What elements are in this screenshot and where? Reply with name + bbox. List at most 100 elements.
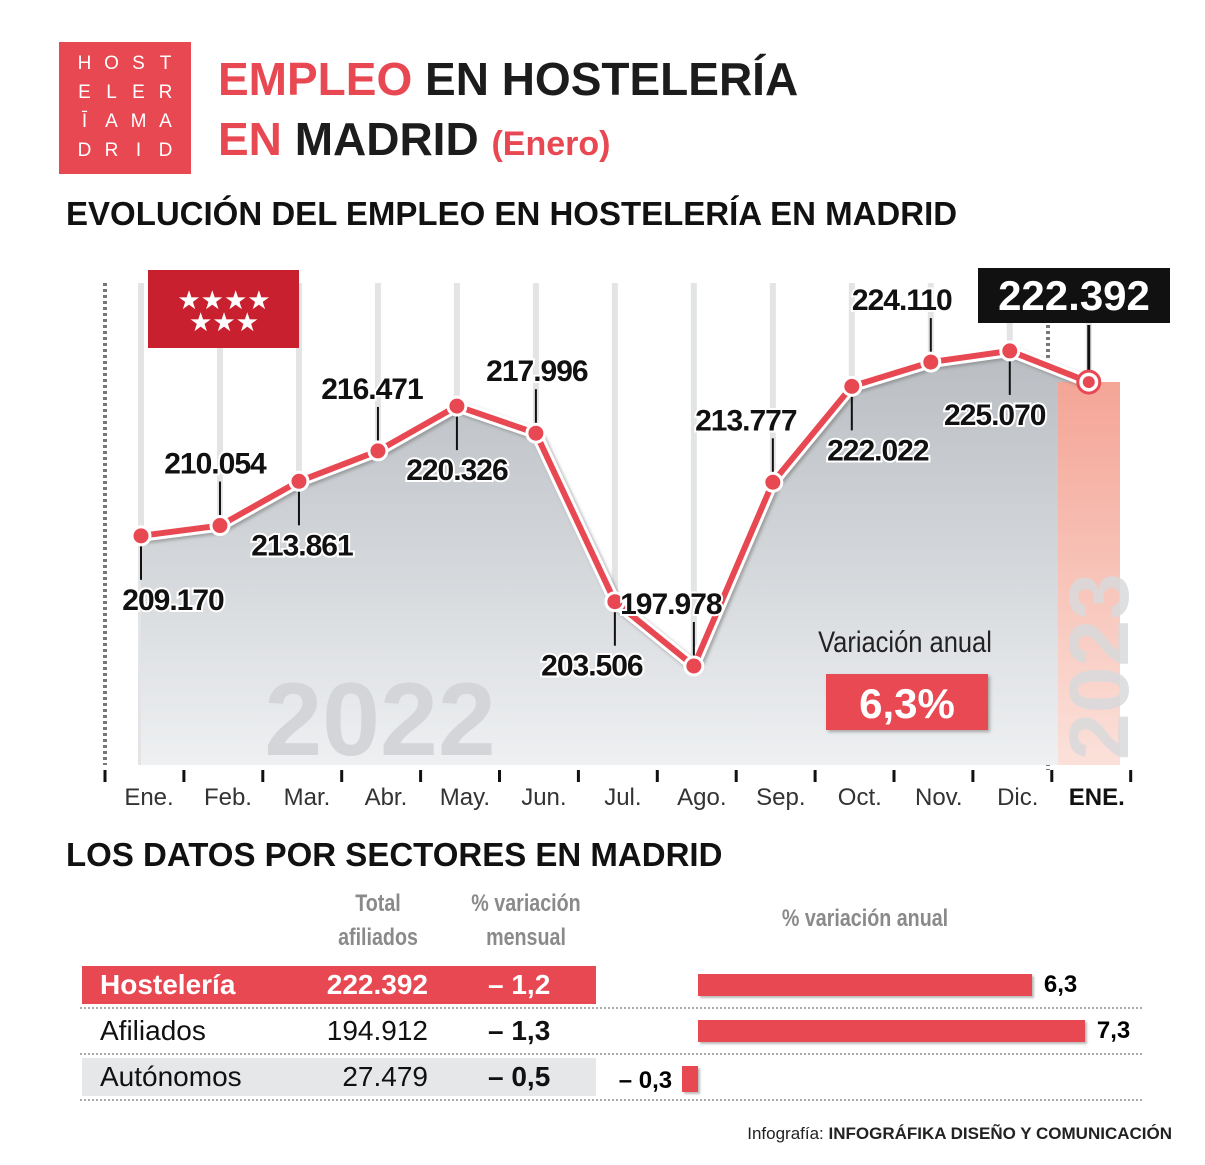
title-sub: (Enero) <box>491 125 611 163</box>
bar-value: – 0,3 <box>618 1067 673 1094</box>
credit-prefix: Infografía: <box>747 1124 824 1143</box>
row-name: Autónomos <box>100 1061 242 1092</box>
row-mensual: – 1,2 <box>488 969 551 1000</box>
annotation-value: 6,3% <box>859 680 955 727</box>
table-row: Hostelería 222.392 – 1,2 <box>82 966 596 1004</box>
title-black: EN HOSTELERÍA <box>425 53 799 105</box>
logo-letter: R <box>104 140 119 161</box>
x-tick-label: Oct. <box>838 784 882 811</box>
svg-text:★★★: ★★★ <box>189 307 259 337</box>
data-label: 213.861 <box>251 529 353 562</box>
x-tick-label: ENE. <box>1069 784 1125 811</box>
data-label: 209.170 <box>122 584 224 617</box>
section-title-evolution: EVOLUCIÓN DEL EMPLEO EN HOSTELERÍA EN MA… <box>66 195 958 232</box>
x-tick-label: Mar. <box>284 784 331 811</box>
col-header-mensual-1: % variación <box>471 890 581 917</box>
col-header-mensual: % variación mensual <box>460 887 591 955</box>
data-label: 220.326 <box>406 454 508 487</box>
annotation-label: Variación anual <box>818 625 992 658</box>
data-point <box>999 340 1021 362</box>
data-label: 217.996 <box>486 355 588 388</box>
data-label: 224.110 <box>852 284 952 317</box>
x-tick-label: Jul. <box>604 784 641 811</box>
col-header-total: Total afiliados <box>329 887 427 955</box>
data-point <box>288 470 310 492</box>
row-name: Afiliados <box>100 1015 206 1046</box>
row-total: 27.479 <box>342 1061 428 1092</box>
title-black-2: MADRID <box>294 113 479 165</box>
x-tick-label: Abr. <box>365 784 408 811</box>
main-title-line2: EN MADRID (Enero) <box>218 112 610 166</box>
data-label: 203.506 <box>541 650 643 683</box>
bar-value: 7,3 <box>1096 1017 1131 1044</box>
row-divider <box>80 1053 1142 1055</box>
annotation-box <box>826 674 988 730</box>
logo-letter: A <box>105 111 118 132</box>
logo-letter: M <box>130 111 147 132</box>
highlight-value: 222.392 <box>998 272 1150 319</box>
main-title-line1: EMPLEO EN HOSTELERÍA <box>218 52 798 106</box>
logo-letter: Ī <box>81 111 88 132</box>
logo-letter: O <box>104 53 119 74</box>
logo-letter: D <box>158 140 173 161</box>
logo-letter: T <box>159 53 172 74</box>
row-total: 194.912 <box>326 1015 428 1046</box>
x-tick-label: Feb. <box>204 784 252 811</box>
credit-name: INFOGRÁFIKA DISEÑO Y COMUNICACIÓN <box>828 1124 1172 1143</box>
x-tick-label: May. <box>440 784 490 811</box>
title-red: EMPLEO <box>218 53 413 105</box>
row-divider <box>80 1007 1142 1009</box>
logo-letter: E <box>132 82 145 103</box>
logo-letter: S <box>132 53 145 74</box>
table-row: Autónomos 27.479 – 0,5 <box>82 1058 596 1096</box>
data-label: 213.777 <box>695 404 797 437</box>
data-point <box>762 471 784 493</box>
x-tick-label: Ago. <box>677 784 726 811</box>
data-point <box>130 525 152 547</box>
year-label-2022: 2022 <box>264 662 495 778</box>
data-point <box>841 375 863 397</box>
logo-letter: R <box>158 82 173 103</box>
data-point <box>920 351 942 373</box>
x-tick-label: Dic. <box>997 784 1038 811</box>
row-name: Hostelería <box>100 969 236 1000</box>
data-label: 225.070 <box>944 399 1046 432</box>
table-row: Afiliados 194.912 – 1,3 <box>82 1012 596 1050</box>
line-chart: Ene. Feb. Mar. Abr. May. Jun. Jul. Ago. Sep. Oct.… <box>103 268 1170 811</box>
section-title-sectors: LOS DATOS POR SECTORES EN MADRID <box>66 836 723 873</box>
logo-letter: I <box>135 140 142 161</box>
x-tick-label: Ene. <box>124 784 173 811</box>
svg-text:★★★★: ★★★★ <box>177 285 270 315</box>
row-divider <box>80 1099 1142 1101</box>
data-point <box>525 422 547 444</box>
col-header-total-2: afiliados <box>338 924 418 951</box>
logo-letter: H <box>77 53 92 74</box>
data-label: 216.471 <box>321 373 423 406</box>
logo-letter: D <box>77 140 92 161</box>
row-mensual: – 1,3 <box>488 1015 551 1046</box>
row-total: 222.392 <box>326 969 428 1000</box>
data-label: 222.022 <box>827 434 929 467</box>
logo-letter: E <box>78 82 91 103</box>
logo-letter: A <box>159 111 172 132</box>
highlight-value-box <box>978 268 1170 323</box>
data-label: 197.978 <box>620 588 722 621</box>
annual-variation-bar <box>698 1020 1085 1042</box>
highlight-band <box>1058 382 1120 765</box>
x-tick-label: Sep. <box>756 784 805 811</box>
x-tick-label: Jun. <box>521 784 566 811</box>
col-header-anual: % variación anual <box>781 905 949 932</box>
logo-letter: L <box>106 82 117 103</box>
row-mensual: – 0,5 <box>488 1061 551 1092</box>
x-tick-label: Nov. <box>915 784 963 811</box>
bar-value: 6,3 <box>1043 971 1078 998</box>
col-header-total-1: Total <box>355 890 401 917</box>
annual-variation-bar <box>682 1066 698 1092</box>
madrid-flag: ★★★★ ★★★ <box>148 270 299 348</box>
data-point <box>446 395 468 417</box>
credit: Infografía: INFOGRÁFIKA DISEÑO Y COMUNIC… <box>747 1124 1172 1144</box>
data-point <box>604 591 626 613</box>
data-point-inner <box>1082 376 1095 389</box>
